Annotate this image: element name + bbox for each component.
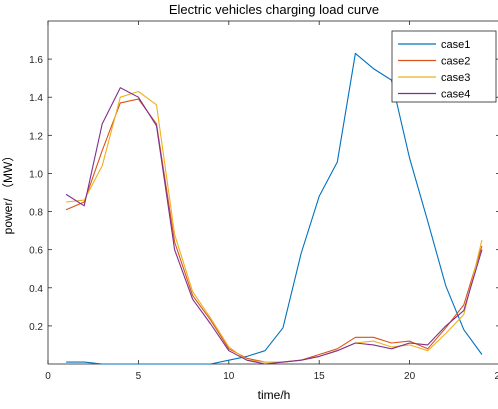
x-axis-label: time/h (258, 388, 291, 402)
x-tick-label: 0 (45, 371, 51, 382)
y-axis-label: power/ （MW） (1, 150, 15, 235)
x-tick-label: 5 (136, 371, 142, 382)
y-tick-label: 1.0 (29, 169, 43, 180)
y-tick-label: 0.8 (29, 208, 43, 219)
x-tick-label: 25 (494, 371, 498, 382)
series-line-case4 (65, 87, 483, 365)
y-tick-label: 1.4 (29, 93, 43, 104)
series-lines (65, 52, 483, 365)
y-tick-label: 0.4 (29, 284, 43, 295)
series-line-case3 (66, 90, 483, 363)
legend-box (391, 30, 497, 103)
y-tick-label: 0.6 (29, 246, 43, 257)
y-tick-label: 1.6 (29, 55, 43, 66)
x-tick-label: 15 (314, 371, 326, 382)
x-tick-label: 20 (404, 371, 416, 382)
legend-label-case3: case3 (441, 72, 470, 84)
x-tick-label: 10 (223, 371, 235, 382)
legend-label-case4: case4 (441, 89, 470, 101)
y-axis: 0.2 0.4 0.6 0.8 1.0 1.2 1.4 1.6 (29, 55, 498, 333)
y-tick-label: 0.2 (29, 322, 43, 333)
legend-label-case2: case2 (441, 56, 470, 68)
chart-title: Electric vehicles charging load curve (169, 2, 379, 17)
y-tick-label: 1.2 (29, 131, 43, 142)
legend-label-case1: case1 (441, 39, 470, 51)
series-line-case1 (66, 52, 483, 365)
legend: case1 case2 case3 case4 (391, 30, 497, 103)
